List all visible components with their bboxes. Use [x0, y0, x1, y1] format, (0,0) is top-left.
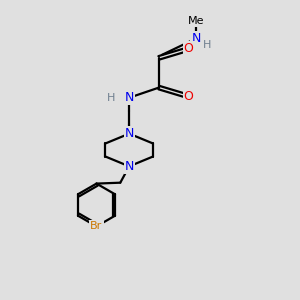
Text: N: N	[191, 32, 201, 45]
Text: Me: Me	[188, 16, 204, 26]
Text: N: N	[124, 92, 134, 104]
Text: H: H	[203, 40, 212, 50]
Text: N: N	[124, 160, 134, 173]
Text: O: O	[184, 90, 194, 103]
Text: N: N	[124, 127, 134, 140]
Text: Br: Br	[90, 221, 103, 231]
Text: O: O	[184, 42, 194, 56]
Text: H: H	[107, 93, 116, 103]
